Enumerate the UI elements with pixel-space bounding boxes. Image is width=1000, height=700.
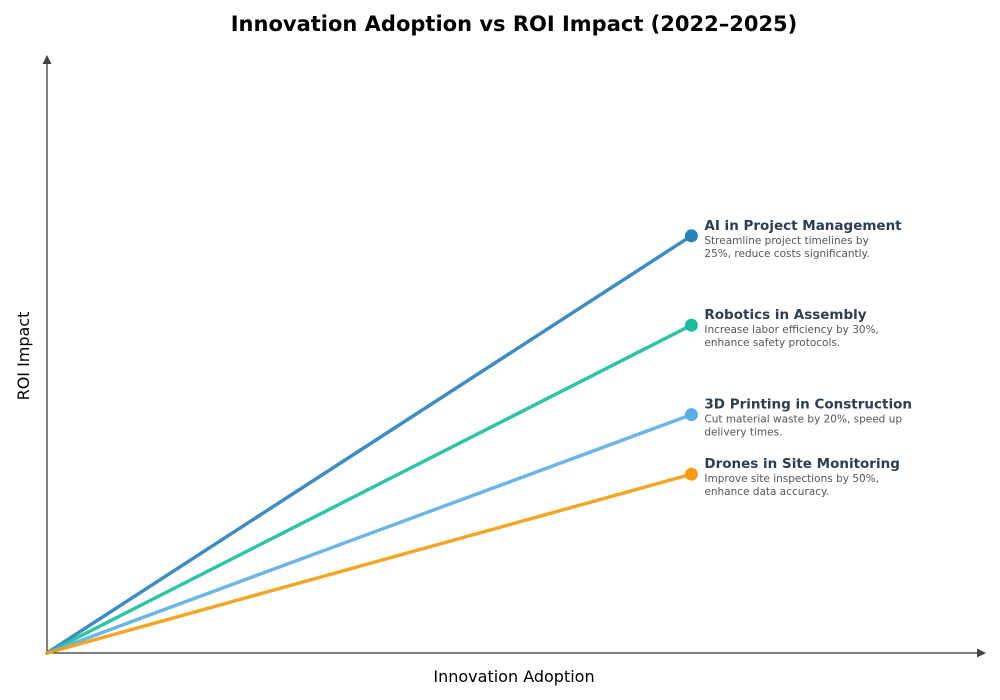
- x-axis-label: Innovation Adoption: [433, 667, 594, 686]
- series-label: Drones in Site Monitoring: [704, 456, 899, 472]
- series-endpoint-marker: [684, 408, 698, 422]
- series-line: [45, 472, 694, 655]
- series-label: Robotics in Assembly: [704, 307, 866, 323]
- series-description: delivery times.: [704, 427, 782, 439]
- series-label: 3D Printing in Construction: [704, 397, 912, 413]
- series-description: enhance data accuracy.: [704, 486, 829, 498]
- y-axis: [42, 55, 52, 653]
- series-description: Increase labor efficiency by 30%,: [704, 324, 879, 336]
- series-endpoint-marker: [684, 229, 698, 243]
- series-line: [45, 412, 694, 655]
- x-axis: [47, 648, 986, 658]
- y-axis-arrow-icon: [42, 55, 52, 64]
- series-description: enhance safety protocols.: [704, 337, 840, 349]
- series-endpoint-marker: [684, 467, 698, 481]
- series-description: Streamline project timelines by: [704, 235, 868, 247]
- x-axis-arrow-icon: [977, 648, 986, 658]
- series-line: [45, 323, 694, 655]
- series-label: AI in Project Management: [704, 218, 902, 234]
- series-line: [45, 234, 694, 655]
- y-axis-label: ROI Impact: [14, 312, 33, 401]
- series-description: Improve site inspections by 50%,: [704, 473, 879, 485]
- series-endpoint-marker: [684, 318, 698, 332]
- series-description: Cut material waste by 20%, speed up: [704, 414, 902, 426]
- series-description: 25%, reduce costs significantly.: [704, 248, 869, 260]
- chart-title: Innovation Adoption vs ROI Impact (2022–…: [231, 12, 798, 36]
